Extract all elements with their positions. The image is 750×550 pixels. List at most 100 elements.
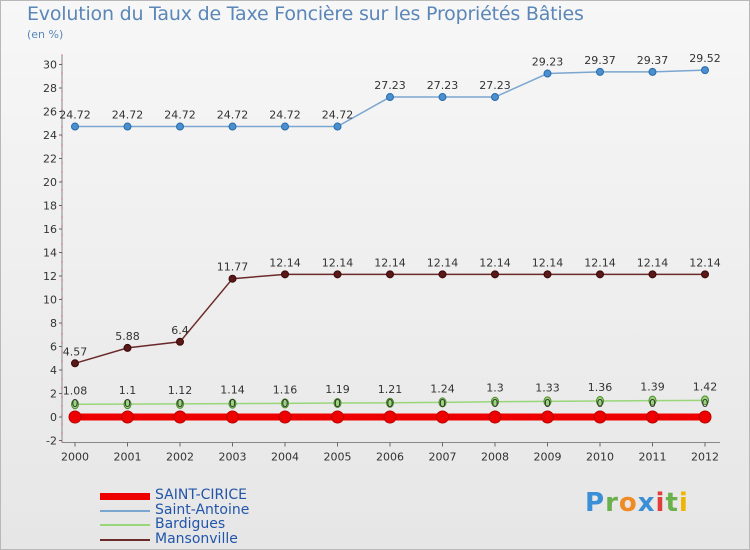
data-point: [281, 270, 289, 279]
data-point: [228, 398, 237, 409]
data-point: [386, 93, 394, 102]
data-point: [701, 270, 709, 279]
y-tick-label: 18: [43, 200, 57, 213]
data-label: 1.21: [378, 383, 403, 396]
data-label: 24.72: [217, 109, 249, 122]
data-point: [176, 337, 184, 346]
data-label: 0: [72, 397, 79, 410]
data-label: 1.36: [588, 381, 613, 394]
legend-swatch: [100, 510, 150, 512]
series-line-mansonville: [74, 273, 705, 365]
data-point: [71, 399, 79, 410]
data-point: [646, 410, 659, 424]
y-tick-label: 28: [43, 82, 57, 95]
data-point: [281, 398, 289, 409]
data-point: [176, 398, 184, 409]
y-tick-label: 6: [50, 341, 57, 354]
data-label: 24.72: [59, 109, 91, 122]
data-label: 12.14: [584, 256, 616, 269]
y-tick-label: 2: [50, 388, 57, 401]
data-label: 1.1: [119, 384, 137, 397]
data-point: [71, 359, 79, 368]
y-tick-label: 10: [43, 294, 57, 307]
y-tick-label: 16: [43, 223, 57, 236]
data-point: [278, 410, 292, 424]
y-tick-label: 20: [43, 176, 57, 189]
y-tick-label: 24: [43, 129, 57, 142]
data-label: 12.14: [374, 256, 406, 269]
y-tick-label: 30: [43, 59, 57, 72]
data-point: [488, 410, 502, 424]
data-label: 1.42: [693, 380, 718, 393]
data-label: 12.14: [269, 256, 301, 269]
legend-swatch: [100, 524, 150, 526]
data-label: 27.23: [427, 79, 459, 92]
data-point: [491, 93, 499, 102]
data-point: [173, 410, 187, 424]
data-point: [71, 122, 79, 131]
data-point: [386, 270, 394, 279]
data-point: [596, 67, 604, 76]
data-point: [543, 270, 552, 279]
data-point: [698, 410, 712, 424]
data-label: 29.37: [584, 54, 616, 67]
y-tick-label: 22: [43, 153, 57, 166]
x-tick-label: 2003: [219, 451, 247, 464]
data-point: [648, 395, 657, 406]
data-label: 1.39: [640, 381, 665, 394]
data-label: 24.72: [112, 109, 144, 122]
data-label: 12.14: [689, 256, 721, 269]
data-label: 1.3: [486, 382, 504, 395]
data-point: [541, 410, 554, 424]
data-point: [123, 399, 132, 410]
data-point: [491, 270, 499, 279]
data-label: 5.88: [115, 330, 140, 343]
data-label: 0: [334, 397, 341, 410]
data-point: [176, 122, 184, 131]
data-label: 0: [124, 397, 131, 410]
data-label: 29.23: [532, 56, 564, 69]
data-point: [436, 410, 449, 424]
y-tick-label: 26: [43, 106, 57, 119]
chart-subtitle: (en %): [27, 28, 64, 41]
x-tick-label: 2000: [61, 451, 89, 464]
data-point: [596, 270, 604, 279]
data-label: 1.14: [220, 384, 245, 397]
legend-swatch: [100, 539, 150, 541]
data-point: [331, 410, 344, 424]
data-point: [226, 410, 239, 424]
data-label: 0: [702, 397, 709, 410]
data-label: 0: [387, 397, 394, 410]
data-label: 0: [177, 397, 184, 410]
legend-swatch: [100, 492, 150, 500]
data-label: 24.72: [322, 109, 354, 122]
legend-label: Bardigues: [155, 516, 226, 532]
data-point: [648, 67, 657, 76]
data-label: 12.14: [427, 256, 459, 269]
x-tick-label: 2008: [481, 451, 509, 464]
data-point: [123, 343, 132, 352]
data-label: 1.33: [535, 381, 560, 394]
y-tick-label: 4: [50, 364, 57, 377]
data-label: 0: [229, 397, 236, 410]
y-tick-label: 14: [43, 247, 57, 260]
data-point: [438, 93, 447, 102]
data-label: 29.52: [689, 52, 721, 65]
data-label: 12.14: [322, 256, 354, 269]
proxiti-logo: Proxiti: [585, 488, 689, 518]
data-label: 24.72: [164, 109, 196, 122]
chart-title: Evolution du Taux de Taxe Foncière sur l…: [27, 3, 584, 25]
y-tick-label: 12: [43, 270, 57, 283]
data-label: 24.72: [269, 109, 301, 122]
data-label: 4.57: [63, 345, 88, 358]
x-tick-label: 2005: [324, 451, 352, 464]
data-point: [438, 270, 447, 279]
data-label: 1.24: [430, 382, 455, 395]
x-tick-label: 2002: [166, 451, 194, 464]
legend-label: Saint-Antoine: [155, 502, 250, 518]
data-point: [333, 122, 342, 131]
data-point: [333, 398, 342, 409]
data-point: [593, 410, 607, 424]
data-label: 1.19: [325, 383, 350, 396]
